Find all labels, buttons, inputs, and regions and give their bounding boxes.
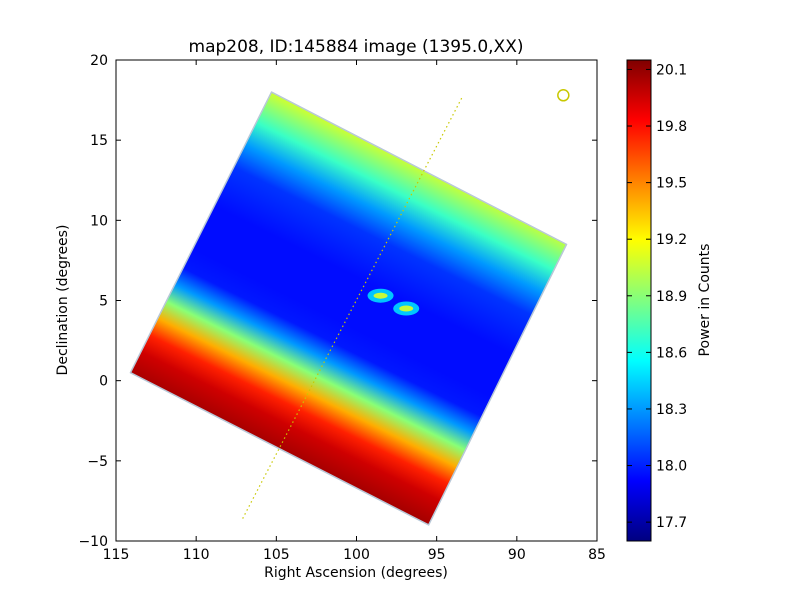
sky-map-heatmap: [129, 91, 568, 526]
y-tick-label: 10: [90, 213, 108, 229]
x-axis-ticks: 115 110 105 100 95 90 85: [103, 60, 606, 563]
y-tick-label: −10: [78, 534, 108, 550]
colorbar-frame: [626, 59, 652, 542]
colorbar-tick-label: 20.1: [656, 62, 687, 78]
track-line: [242, 96, 463, 519]
colorbar-tick-label: 19.2: [656, 232, 687, 248]
y-axis-label: Declination (degrees): [55, 225, 71, 376]
beam-marker: [557, 89, 570, 102]
colorbar-tick-label: 18.9: [656, 289, 687, 305]
colorbar-tick-label: 18.6: [656, 345, 687, 361]
y-tick-label: 0: [99, 374, 108, 390]
y-tick-label: 15: [90, 133, 108, 149]
y-tick-label: 5: [99, 294, 108, 310]
y-tick-label: 20: [90, 53, 108, 69]
colorbar-tick-label: 19.8: [656, 119, 687, 135]
x-axis-label: Right Ascension (degrees): [264, 565, 448, 581]
colorbar-gradient: [627, 60, 651, 541]
point-source-core: [399, 305, 414, 312]
colorbar-tick-label: 19.5: [656, 176, 687, 192]
colorbar-label: Power in Counts: [697, 244, 713, 357]
y-tick-label: −5: [87, 454, 108, 470]
x-tick-label: 95: [428, 547, 446, 563]
x-tick-label: 115: [103, 547, 130, 563]
x-tick-label: 85: [588, 547, 606, 563]
colorbar-tick-label: 18.0: [656, 459, 687, 475]
x-tick-label: 100: [343, 547, 370, 563]
chart-title: map208, ID:145884 image (1395.0,XX): [189, 37, 524, 57]
colorbar-ticks: 20.1 19.8 19.5 19.2 18.9 18.6 18.3 18.0 17.7: [627, 62, 687, 531]
y-axis-ticks: 20 15 10 5 0 −5 −10: [78, 53, 597, 550]
colorbar-tick-label: 18.3: [656, 402, 687, 418]
point-source-core: [373, 292, 388, 299]
x-tick-label: 105: [263, 547, 290, 563]
colorbar: 20.1 19.8 19.5 19.2 18.9 18.6 18.3 18.0 17.7 Pow…: [626, 59, 713, 542]
x-tick-label: 110: [183, 547, 210, 563]
x-tick-label: 90: [508, 547, 526, 563]
sources-layer: [367, 288, 420, 316]
colorbar-tick-label: 17.7: [656, 515, 687, 531]
